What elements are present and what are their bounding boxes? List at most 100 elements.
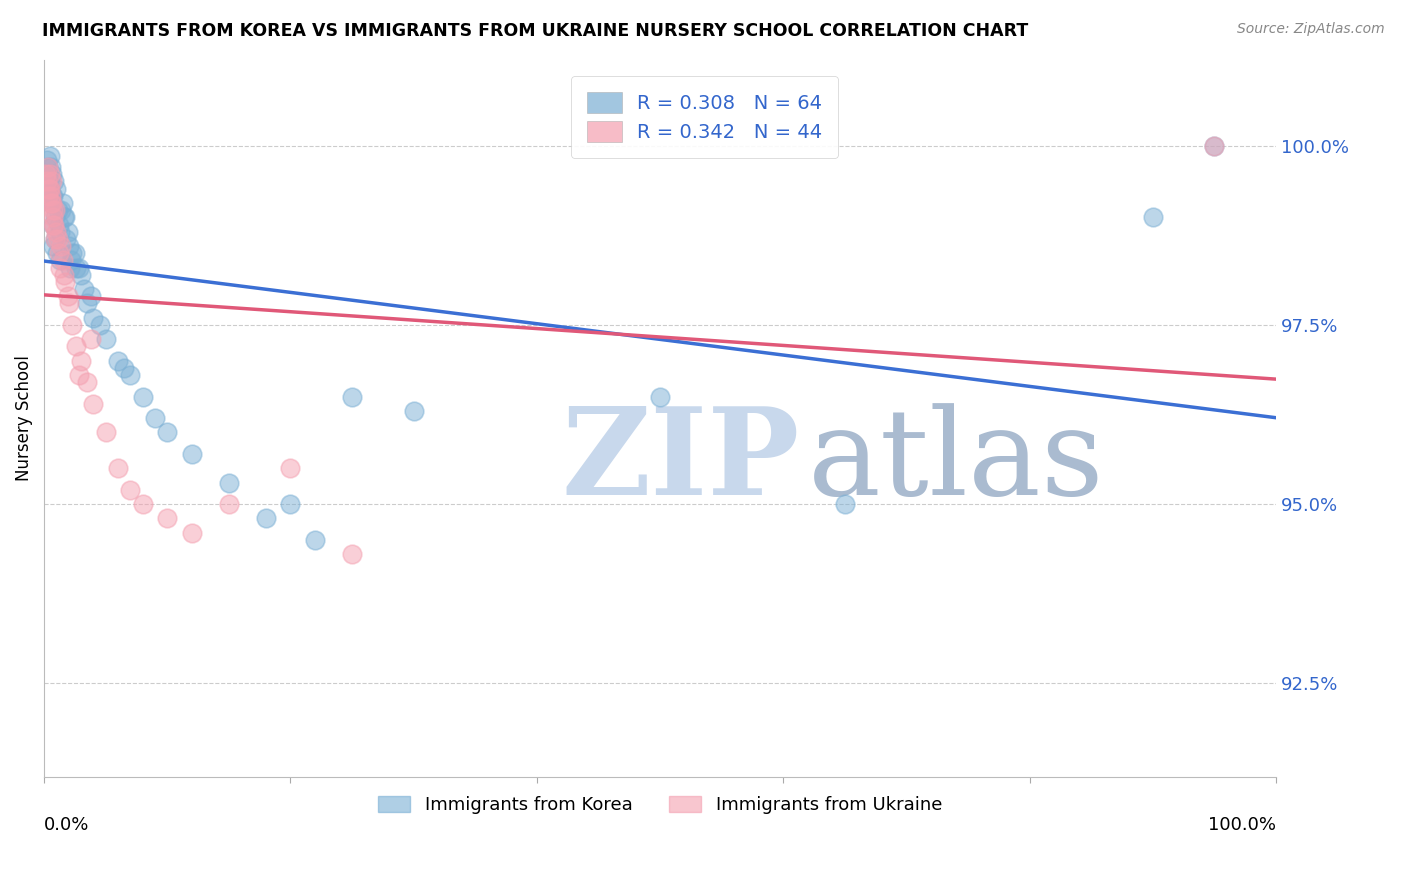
Point bbox=[55, 232, 77, 246]
Point bbox=[62, 246, 84, 260]
Point bbox=[38, 174, 60, 188]
Point bbox=[280, 497, 302, 511]
Point bbox=[340, 390, 363, 404]
Point bbox=[60, 253, 83, 268]
Point bbox=[131, 390, 153, 404]
Point bbox=[38, 182, 60, 196]
Point bbox=[65, 339, 87, 353]
Point bbox=[72, 282, 94, 296]
Point bbox=[37, 189, 59, 203]
Point bbox=[44, 203, 66, 218]
Point bbox=[218, 475, 240, 490]
Point bbox=[39, 196, 62, 211]
Point bbox=[156, 511, 179, 525]
Point bbox=[38, 182, 60, 196]
Point bbox=[48, 253, 70, 268]
Point bbox=[82, 310, 104, 325]
Point bbox=[37, 174, 59, 188]
Point bbox=[65, 260, 87, 275]
Point bbox=[35, 153, 58, 167]
Point bbox=[131, 497, 153, 511]
Point bbox=[156, 425, 179, 440]
Point bbox=[402, 404, 425, 418]
Point bbox=[45, 182, 67, 196]
Point bbox=[62, 318, 84, 332]
Legend: Immigrants from Korea, Immigrants from Ukraine: Immigrants from Korea, Immigrants from U… bbox=[371, 789, 949, 822]
Point bbox=[181, 447, 204, 461]
Text: 100.0%: 100.0% bbox=[1208, 816, 1277, 834]
Text: atlas: atlas bbox=[808, 402, 1105, 519]
Point bbox=[120, 368, 142, 383]
Point bbox=[46, 203, 69, 218]
Point bbox=[63, 246, 86, 260]
Point bbox=[67, 368, 90, 383]
Point bbox=[58, 239, 80, 253]
Point bbox=[70, 353, 93, 368]
Point bbox=[648, 390, 671, 404]
Point bbox=[304, 533, 326, 547]
Point bbox=[42, 189, 65, 203]
Point bbox=[82, 397, 104, 411]
Point bbox=[56, 225, 79, 239]
Point bbox=[42, 239, 65, 253]
Point bbox=[254, 511, 277, 525]
Point bbox=[41, 174, 63, 188]
Text: ZIP: ZIP bbox=[561, 402, 800, 520]
Point bbox=[94, 332, 117, 346]
Point bbox=[107, 461, 129, 475]
Point bbox=[46, 246, 69, 260]
Point bbox=[48, 218, 70, 232]
Point bbox=[340, 547, 363, 561]
Point bbox=[94, 425, 117, 440]
Text: 0.0%: 0.0% bbox=[44, 816, 90, 834]
Point bbox=[59, 260, 82, 275]
Point bbox=[181, 525, 204, 540]
Point bbox=[39, 189, 62, 203]
Point bbox=[37, 167, 59, 181]
Point bbox=[49, 225, 72, 239]
Point bbox=[52, 268, 75, 282]
Point bbox=[52, 196, 75, 211]
Point bbox=[280, 461, 302, 475]
Point bbox=[39, 196, 62, 211]
Point bbox=[41, 189, 63, 203]
Y-axis label: Nursery School: Nursery School bbox=[15, 355, 32, 481]
Point bbox=[38, 182, 60, 196]
Point bbox=[42, 174, 65, 188]
Point bbox=[39, 160, 62, 174]
Point bbox=[42, 218, 65, 232]
Point bbox=[42, 203, 65, 218]
Point bbox=[48, 246, 70, 260]
Point bbox=[76, 376, 98, 390]
Point bbox=[51, 203, 73, 218]
Text: Source: ZipAtlas.com: Source: ZipAtlas.com bbox=[1237, 22, 1385, 37]
Point bbox=[1204, 138, 1226, 153]
Point bbox=[38, 182, 60, 196]
Point bbox=[41, 196, 63, 211]
Point bbox=[38, 174, 60, 188]
Point bbox=[39, 167, 62, 181]
Point bbox=[1142, 211, 1164, 225]
Point bbox=[44, 232, 66, 246]
Point bbox=[44, 211, 66, 225]
Point bbox=[37, 160, 59, 174]
Point bbox=[46, 232, 69, 246]
Point bbox=[218, 497, 240, 511]
Point bbox=[41, 167, 63, 181]
Point bbox=[834, 497, 856, 511]
Point bbox=[42, 211, 65, 225]
Point bbox=[45, 225, 67, 239]
Point bbox=[120, 483, 142, 497]
Point bbox=[42, 218, 65, 232]
Point bbox=[143, 411, 166, 425]
Point bbox=[44, 232, 66, 246]
Point bbox=[80, 289, 103, 303]
Point bbox=[53, 275, 76, 289]
Point bbox=[76, 296, 98, 310]
Point bbox=[37, 160, 59, 174]
Point bbox=[56, 289, 79, 303]
Point bbox=[53, 211, 76, 225]
Point bbox=[52, 253, 75, 268]
Point bbox=[80, 332, 103, 346]
Point bbox=[67, 260, 90, 275]
